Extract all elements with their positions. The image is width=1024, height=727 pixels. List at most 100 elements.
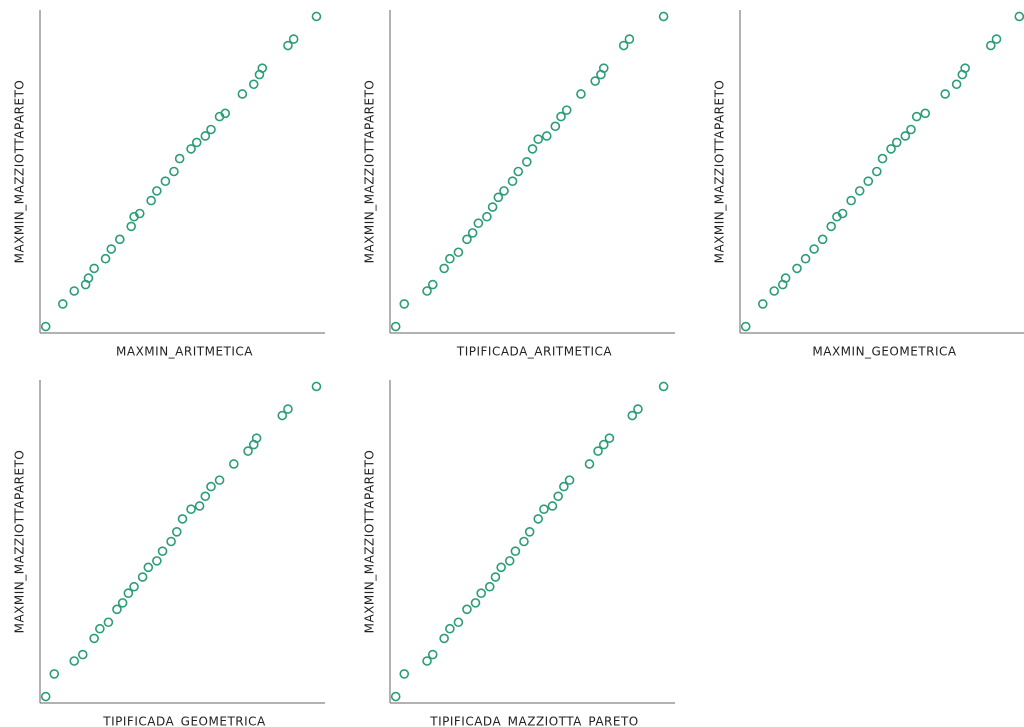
point bbox=[593, 446, 603, 456]
point bbox=[846, 195, 856, 206]
point bbox=[422, 656, 432, 666]
point bbox=[550, 121, 561, 132]
y-axis-label: MAXMIN_MAZZIOTTAPARETO bbox=[13, 450, 27, 634]
point bbox=[817, 234, 828, 245]
point bbox=[951, 79, 962, 90]
point bbox=[126, 221, 136, 232]
point bbox=[490, 572, 501, 582]
point bbox=[920, 108, 931, 119]
point bbox=[837, 208, 848, 219]
point bbox=[206, 481, 216, 492]
point bbox=[576, 89, 586, 99]
point bbox=[169, 166, 179, 177]
point bbox=[311, 381, 322, 392]
x-axis-label: MAXMIN_ARITMETICA bbox=[116, 345, 253, 359]
point bbox=[194, 501, 205, 511]
point bbox=[826, 221, 837, 232]
point bbox=[507, 176, 518, 186]
point bbox=[112, 604, 122, 615]
point bbox=[103, 617, 114, 628]
x-axis-label: MAXMIN_GEOMETRICA bbox=[812, 345, 957, 359]
point bbox=[740, 321, 751, 332]
point bbox=[427, 279, 438, 290]
point bbox=[533, 134, 544, 144]
point bbox=[200, 131, 211, 141]
point bbox=[115, 234, 125, 245]
point bbox=[513, 166, 524, 177]
point bbox=[283, 404, 293, 414]
point bbox=[809, 244, 819, 254]
point bbox=[521, 157, 532, 167]
point bbox=[49, 669, 60, 679]
point bbox=[177, 514, 188, 524]
point bbox=[439, 263, 449, 274]
point bbox=[283, 40, 293, 51]
point bbox=[220, 108, 231, 119]
point bbox=[134, 208, 145, 219]
point bbox=[243, 446, 253, 456]
point bbox=[519, 536, 529, 547]
point bbox=[399, 299, 410, 309]
point bbox=[172, 527, 182, 537]
point bbox=[100, 253, 111, 264]
point bbox=[174, 153, 185, 164]
point bbox=[960, 63, 970, 73]
point bbox=[627, 410, 638, 421]
point bbox=[539, 504, 549, 515]
point bbox=[117, 598, 128, 608]
point bbox=[604, 433, 615, 443]
point bbox=[390, 691, 401, 702]
point bbox=[633, 404, 643, 414]
point bbox=[541, 131, 552, 141]
point bbox=[157, 546, 168, 556]
point bbox=[906, 124, 916, 135]
point bbox=[69, 656, 79, 666]
point bbox=[186, 144, 196, 154]
point bbox=[504, 556, 515, 566]
point bbox=[462, 234, 472, 245]
point bbox=[780, 273, 791, 283]
point bbox=[496, 562, 506, 573]
point bbox=[900, 131, 911, 141]
point bbox=[40, 691, 51, 702]
point bbox=[985, 40, 996, 51]
point bbox=[886, 144, 896, 154]
point bbox=[152, 556, 162, 566]
point bbox=[277, 410, 288, 421]
point bbox=[251, 433, 262, 443]
point bbox=[757, 299, 768, 309]
point bbox=[445, 623, 455, 634]
point bbox=[77, 649, 88, 660]
point bbox=[533, 514, 544, 524]
point bbox=[547, 501, 558, 511]
point bbox=[439, 633, 449, 644]
point bbox=[186, 504, 196, 515]
point bbox=[863, 176, 874, 186]
x-axis-label: TIPIFICADA_MAZZIOTTA_PARETO bbox=[429, 715, 639, 727]
point bbox=[248, 79, 259, 90]
y-axis-label: MAXMIN_MAZZIOTTAPARETO bbox=[713, 80, 727, 264]
point bbox=[445, 253, 455, 264]
point bbox=[854, 186, 865, 196]
point bbox=[561, 105, 572, 115]
point bbox=[257, 63, 268, 73]
x-axis-label: TIPIFICADA_GEOMETRICA bbox=[102, 715, 266, 727]
point bbox=[152, 186, 162, 196]
point bbox=[453, 247, 464, 258]
point bbox=[160, 176, 171, 186]
point bbox=[590, 76, 601, 86]
point bbox=[89, 633, 99, 644]
point bbox=[390, 321, 401, 332]
point bbox=[769, 286, 780, 296]
point bbox=[940, 89, 951, 99]
point bbox=[484, 581, 495, 592]
point bbox=[618, 40, 629, 51]
point bbox=[556, 111, 566, 122]
point bbox=[564, 475, 575, 485]
point bbox=[911, 111, 922, 122]
y-axis-label: MAXMIN_MAZZIOTTAPARETO bbox=[363, 450, 377, 634]
point bbox=[877, 153, 888, 164]
point bbox=[422, 286, 432, 296]
point bbox=[69, 286, 79, 296]
point bbox=[229, 459, 239, 469]
